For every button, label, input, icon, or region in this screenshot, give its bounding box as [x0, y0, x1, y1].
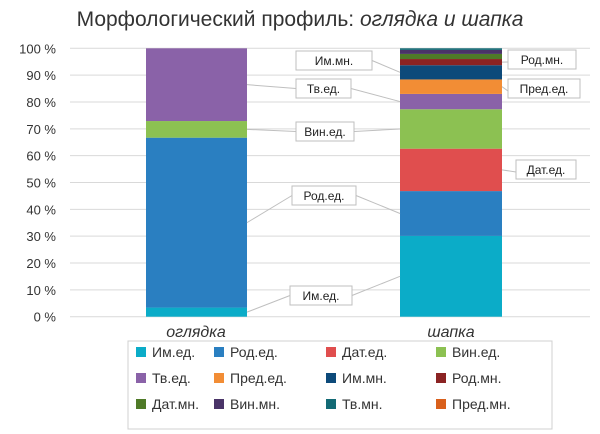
bar-segment	[146, 307, 247, 317]
bar-segment	[146, 137, 247, 308]
callout-leader	[501, 169, 517, 173]
legend-swatch	[214, 347, 224, 357]
legend-label: Им.ед.	[152, 344, 195, 360]
bar-segment	[400, 109, 502, 149]
bar-segment	[146, 121, 247, 138]
legend-label: Тв.мн.	[342, 396, 383, 412]
callout-box	[515, 159, 577, 180]
legend-label: Им.мн.	[342, 370, 387, 386]
bar-segment	[146, 48, 247, 122]
x-tick-label: оглядка	[166, 324, 226, 341]
callout-label: Вин.ед.	[304, 125, 345, 139]
y-tick-label: 90 %	[26, 68, 56, 83]
bar-segment	[400, 48, 502, 50]
y-tick-label: 50 %	[26, 176, 56, 191]
callout-label: Дат.ед.	[527, 163, 566, 177]
callout-leader	[246, 295, 291, 313]
bar-segment	[400, 191, 502, 236]
legend-label: Пред.ед.	[230, 370, 287, 386]
legend-swatch	[326, 399, 336, 409]
y-tick-label: 70 %	[26, 122, 56, 137]
legend-label: Вин.мн.	[230, 396, 280, 412]
callout-label: Тв.ед.	[307, 82, 340, 96]
legend-label: Дат.ед.	[342, 344, 387, 360]
callout-leader	[353, 128, 401, 132]
bar-segment	[400, 235, 502, 317]
legend-swatch	[436, 399, 446, 409]
callout-label: Род.ед.	[304, 189, 345, 203]
callout-label: Род.мн.	[521, 53, 563, 67]
legend-label: Вин.ед.	[452, 344, 500, 360]
legend-swatch	[136, 399, 146, 409]
x-tick-label: шапка	[427, 324, 474, 341]
callout-leader	[246, 195, 293, 224]
title-italic: оглядка и шапка	[359, 8, 524, 31]
legend-label: Пред.мн.	[452, 396, 511, 412]
y-tick-label: 40 %	[26, 202, 56, 217]
legend-swatch	[214, 399, 224, 409]
legend-label: Дат.мн.	[152, 396, 199, 412]
y-tick-label: 100 %	[19, 41, 56, 56]
callout-leader	[350, 88, 401, 103]
legend	[127, 340, 553, 430]
bar-segment	[400, 148, 502, 192]
legend-swatch	[214, 373, 224, 383]
callout-box	[291, 185, 357, 206]
callout-label: Им.мн.	[315, 54, 353, 68]
bar-segment	[400, 79, 502, 94]
callout-box	[295, 50, 373, 71]
y-tick-label: 20 %	[26, 256, 56, 271]
callout-box	[295, 78, 352, 99]
bar-segment	[400, 65, 502, 80]
callout-leader	[355, 195, 401, 214]
bar-segment	[400, 53, 502, 60]
callout-leader	[501, 86, 509, 92]
bar-segment	[400, 93, 502, 110]
legend-swatch	[436, 347, 446, 357]
y-tick-label: 30 %	[26, 229, 56, 244]
legend-label: Род.ед.	[230, 344, 278, 360]
title-main: Морфологический профиль:	[76, 8, 360, 31]
callout-box	[289, 285, 353, 306]
bar-segment	[400, 49, 502, 54]
legend-swatch	[436, 373, 446, 383]
callout-box	[295, 121, 355, 142]
callout-leader	[351, 275, 401, 296]
y-tick-label: 60 %	[26, 149, 56, 164]
y-tick-label: 10 %	[26, 283, 56, 298]
callout-box	[507, 78, 581, 99]
callout-leader	[246, 128, 297, 132]
bar-segment	[400, 59, 502, 66]
callout-leader	[371, 60, 401, 73]
legend-label: Род.мн.	[452, 370, 502, 386]
legend-swatch	[326, 373, 336, 383]
y-tick-label: 0 %	[34, 310, 57, 325]
chart-title: Морфологический профиль: оглядка и шапка	[0, 8, 600, 32]
legend-swatch	[136, 347, 146, 357]
legend-label: Тв.ед.	[152, 370, 191, 386]
legend-swatch	[326, 347, 336, 357]
callout-label: Им.ед.	[303, 289, 340, 303]
callout-leader	[246, 84, 297, 89]
y-tick-label: 80 %	[26, 95, 56, 110]
callout-box	[507, 49, 577, 70]
legend-swatch	[136, 373, 146, 383]
callout-label: Пред.ед.	[520, 82, 569, 96]
